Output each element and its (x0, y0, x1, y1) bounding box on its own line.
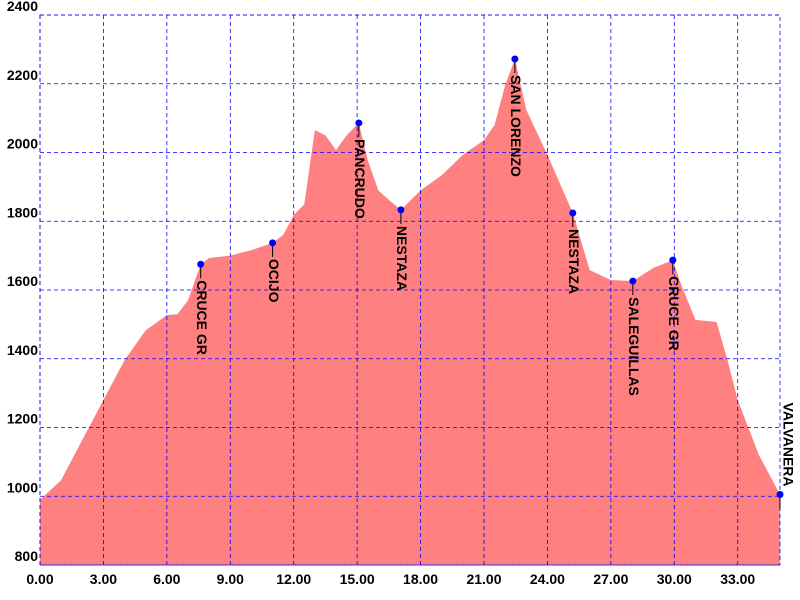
waypoint (776, 491, 784, 499)
x-tick-label: 0.00 (26, 571, 53, 587)
x-tick-label: 27.00 (593, 571, 628, 587)
y-tick-label: 1400 (7, 342, 38, 358)
y-tick-label: 1000 (7, 479, 38, 495)
x-tick-label: 18.00 (403, 571, 438, 587)
waypoint (669, 256, 677, 264)
waypoint-label: NESTAZA (566, 229, 582, 294)
waypoint (269, 239, 277, 247)
waypoint-label: CRUCE GR (194, 280, 210, 355)
y-tick-label: 2000 (7, 136, 38, 152)
waypoint-label: SALEGUILLAS (626, 297, 642, 396)
x-tick-label: 15.00 (340, 571, 375, 587)
waypoint (511, 55, 519, 63)
x-tick-label: 30.00 (657, 571, 692, 587)
elevation-area (40, 59, 780, 565)
waypoint (629, 277, 637, 285)
waypoint (569, 209, 577, 217)
x-tick-label: 6.00 (153, 571, 180, 587)
waypoint (397, 206, 405, 214)
x-tick-label: 21.00 (466, 571, 501, 587)
x-tick-label: 24.00 (530, 571, 565, 587)
y-tick-label: 2400 (7, 0, 38, 14)
x-tick-label: 12.00 (276, 571, 311, 587)
waypoint-label: CRUCE GR (666, 276, 682, 351)
waypoint-label: VALVANERA (780, 403, 796, 487)
waypoint (197, 260, 205, 268)
x-tick-label: 3.00 (90, 571, 117, 587)
waypoint-label: PANCRUDO (352, 139, 368, 219)
x-tick-label: 33.00 (720, 571, 755, 587)
plot-frame (39, 14, 781, 566)
waypoint (355, 119, 363, 127)
y-tick-label: 1200 (7, 411, 38, 427)
waypoint-label: SAN LORENZO (508, 75, 524, 177)
y-tick-label: 1800 (7, 204, 38, 220)
waypoint-label: OCIJO (266, 259, 282, 303)
waypoint-label: NESTAZA (394, 226, 410, 291)
y-tick-label: 1600 (7, 273, 38, 289)
y-tick-label: 2200 (7, 67, 38, 83)
y-tick-label: 800 (15, 548, 39, 564)
x-tick-label: 9.00 (217, 571, 244, 587)
